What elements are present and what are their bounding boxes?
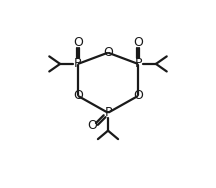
Text: P: P xyxy=(134,57,142,70)
Text: O: O xyxy=(103,46,113,59)
Text: P: P xyxy=(74,57,82,70)
Text: O: O xyxy=(133,36,143,49)
Text: O: O xyxy=(73,36,83,49)
Text: O: O xyxy=(133,89,143,102)
Text: O: O xyxy=(87,119,97,132)
Text: O: O xyxy=(73,89,83,102)
Text: P: P xyxy=(104,106,112,119)
